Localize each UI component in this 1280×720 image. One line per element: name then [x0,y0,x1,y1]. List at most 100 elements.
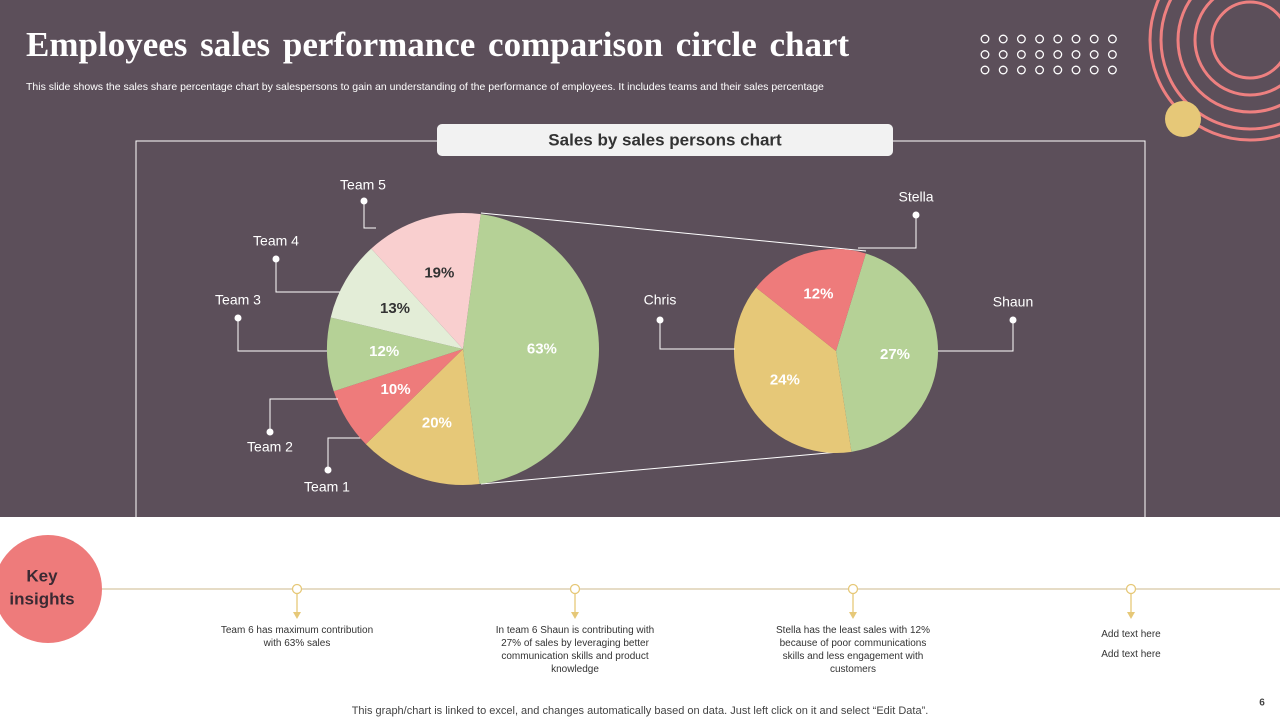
value-label: 10% [381,381,411,398]
category-label: Shaun [993,294,1033,310]
decor-dot [998,50,1008,59]
value-label: 27% [880,346,910,363]
slide-subtitle: This slide shows the sales share percent… [26,81,824,93]
leader-dot [266,428,274,436]
decor-dot [1016,34,1026,44]
decor-dot [1089,65,1099,75]
timeline-marker [847,583,859,595]
connector-line [480,212,867,252]
footer-note: This graph/chart is linked to excel, and… [352,705,929,717]
leader-line [269,398,338,432]
decor-dot [1071,65,1081,75]
leader-line [858,215,917,249]
timeline-arrowhead [293,612,301,619]
value-label: 63% [527,340,557,357]
insight-line: Team 6 has maximum contribution with 63%… [220,625,374,649]
insight-line: Add text here [1101,649,1161,660]
leader-dot [912,211,920,219]
leader-dot [324,466,332,474]
value-label: 19% [424,265,454,282]
insight-text: Team 6 has maximum contribution with 63%… [217,624,377,657]
decor-dot [1053,50,1063,59]
category-label: Chris [644,292,677,308]
frame [893,140,1146,517]
value-label: 12% [803,285,833,302]
page-number: 6 [1259,698,1265,709]
pie-slice [333,349,463,445]
decor-dot [1107,50,1117,59]
leader-dot [360,197,368,205]
category-label: Team 4 [253,233,299,249]
timeline-marker [569,583,581,595]
category-label: Team 3 [215,292,261,308]
leader-dot [234,314,242,322]
pie-slice [836,253,939,452]
leader-line [938,320,1014,352]
category-label: Team 1 [304,479,350,495]
decor-dot [1035,34,1045,44]
decor-dot [1089,34,1099,44]
value-label: 20% [422,414,452,431]
leader-dot [1009,316,1017,324]
pie-slice [733,287,852,454]
connector-line [480,450,851,485]
timeline-marker [1125,583,1137,595]
pie-slice [365,349,480,486]
value-label: 12% [369,343,399,360]
leader-line [659,320,735,350]
timeline-arrowhead [1127,612,1135,619]
value-label: 24% [770,372,800,389]
leader-line [275,259,340,293]
chart-title: Sales by sales persons chart [548,130,782,149]
decor-dot [1016,65,1026,75]
insight-line: In team 6 Shaun is contributing with 27%… [495,625,655,675]
decor-dot [1071,34,1081,44]
insight-text: In team 6 Shaun is contributing with 27%… [495,624,655,683]
header-background [0,0,1280,517]
timeline-arrowhead [571,612,579,619]
pie-slice [330,248,463,349]
chart-title-box [437,124,893,156]
decor-dot [998,34,1008,44]
leader-line [237,318,327,352]
insight-text: Add text here Add text here [1051,628,1211,668]
pie-slice [463,214,600,484]
insights-badge [0,535,102,643]
decor-dot [1071,50,1081,59]
insight-line: Stella has the least sales with 12% beca… [776,625,930,675]
slide-title: Employees sales performance comparison c… [26,25,850,64]
leader-dot [656,316,664,324]
pie-slice [756,249,866,351]
decor-dot [980,34,990,44]
timeline-arrowhead [849,612,857,619]
timeline-marker [291,583,303,595]
insights-heading: Key [26,566,58,585]
decor-dot [1107,34,1117,44]
decor-dot [1035,50,1045,59]
insight-text: Stella has the least sales with 12% beca… [773,624,933,683]
insight-line: Add text here [1101,629,1161,640]
decor-arcs [1148,0,1280,142]
decor-dot [998,65,1008,75]
leader-line [327,437,368,470]
decor-dots [980,34,1117,75]
decor-dot [980,50,990,59]
pie-slice [371,213,481,349]
leader-line [363,201,376,229]
decor-dot [1089,50,1099,59]
decor-circle [1165,101,1201,137]
decor-dot [1016,50,1026,59]
frame [135,140,437,517]
category-label: Team 5 [340,177,386,193]
decor-dot [1035,65,1045,75]
category-label: Stella [898,189,933,205]
decor-dot [1107,65,1117,75]
insights-heading: insights [9,589,74,608]
decor-dot [980,65,990,75]
pie-slice [327,317,463,392]
decor-dot [1053,34,1063,44]
leader-dot [272,255,280,263]
value-label: 13% [380,300,410,317]
